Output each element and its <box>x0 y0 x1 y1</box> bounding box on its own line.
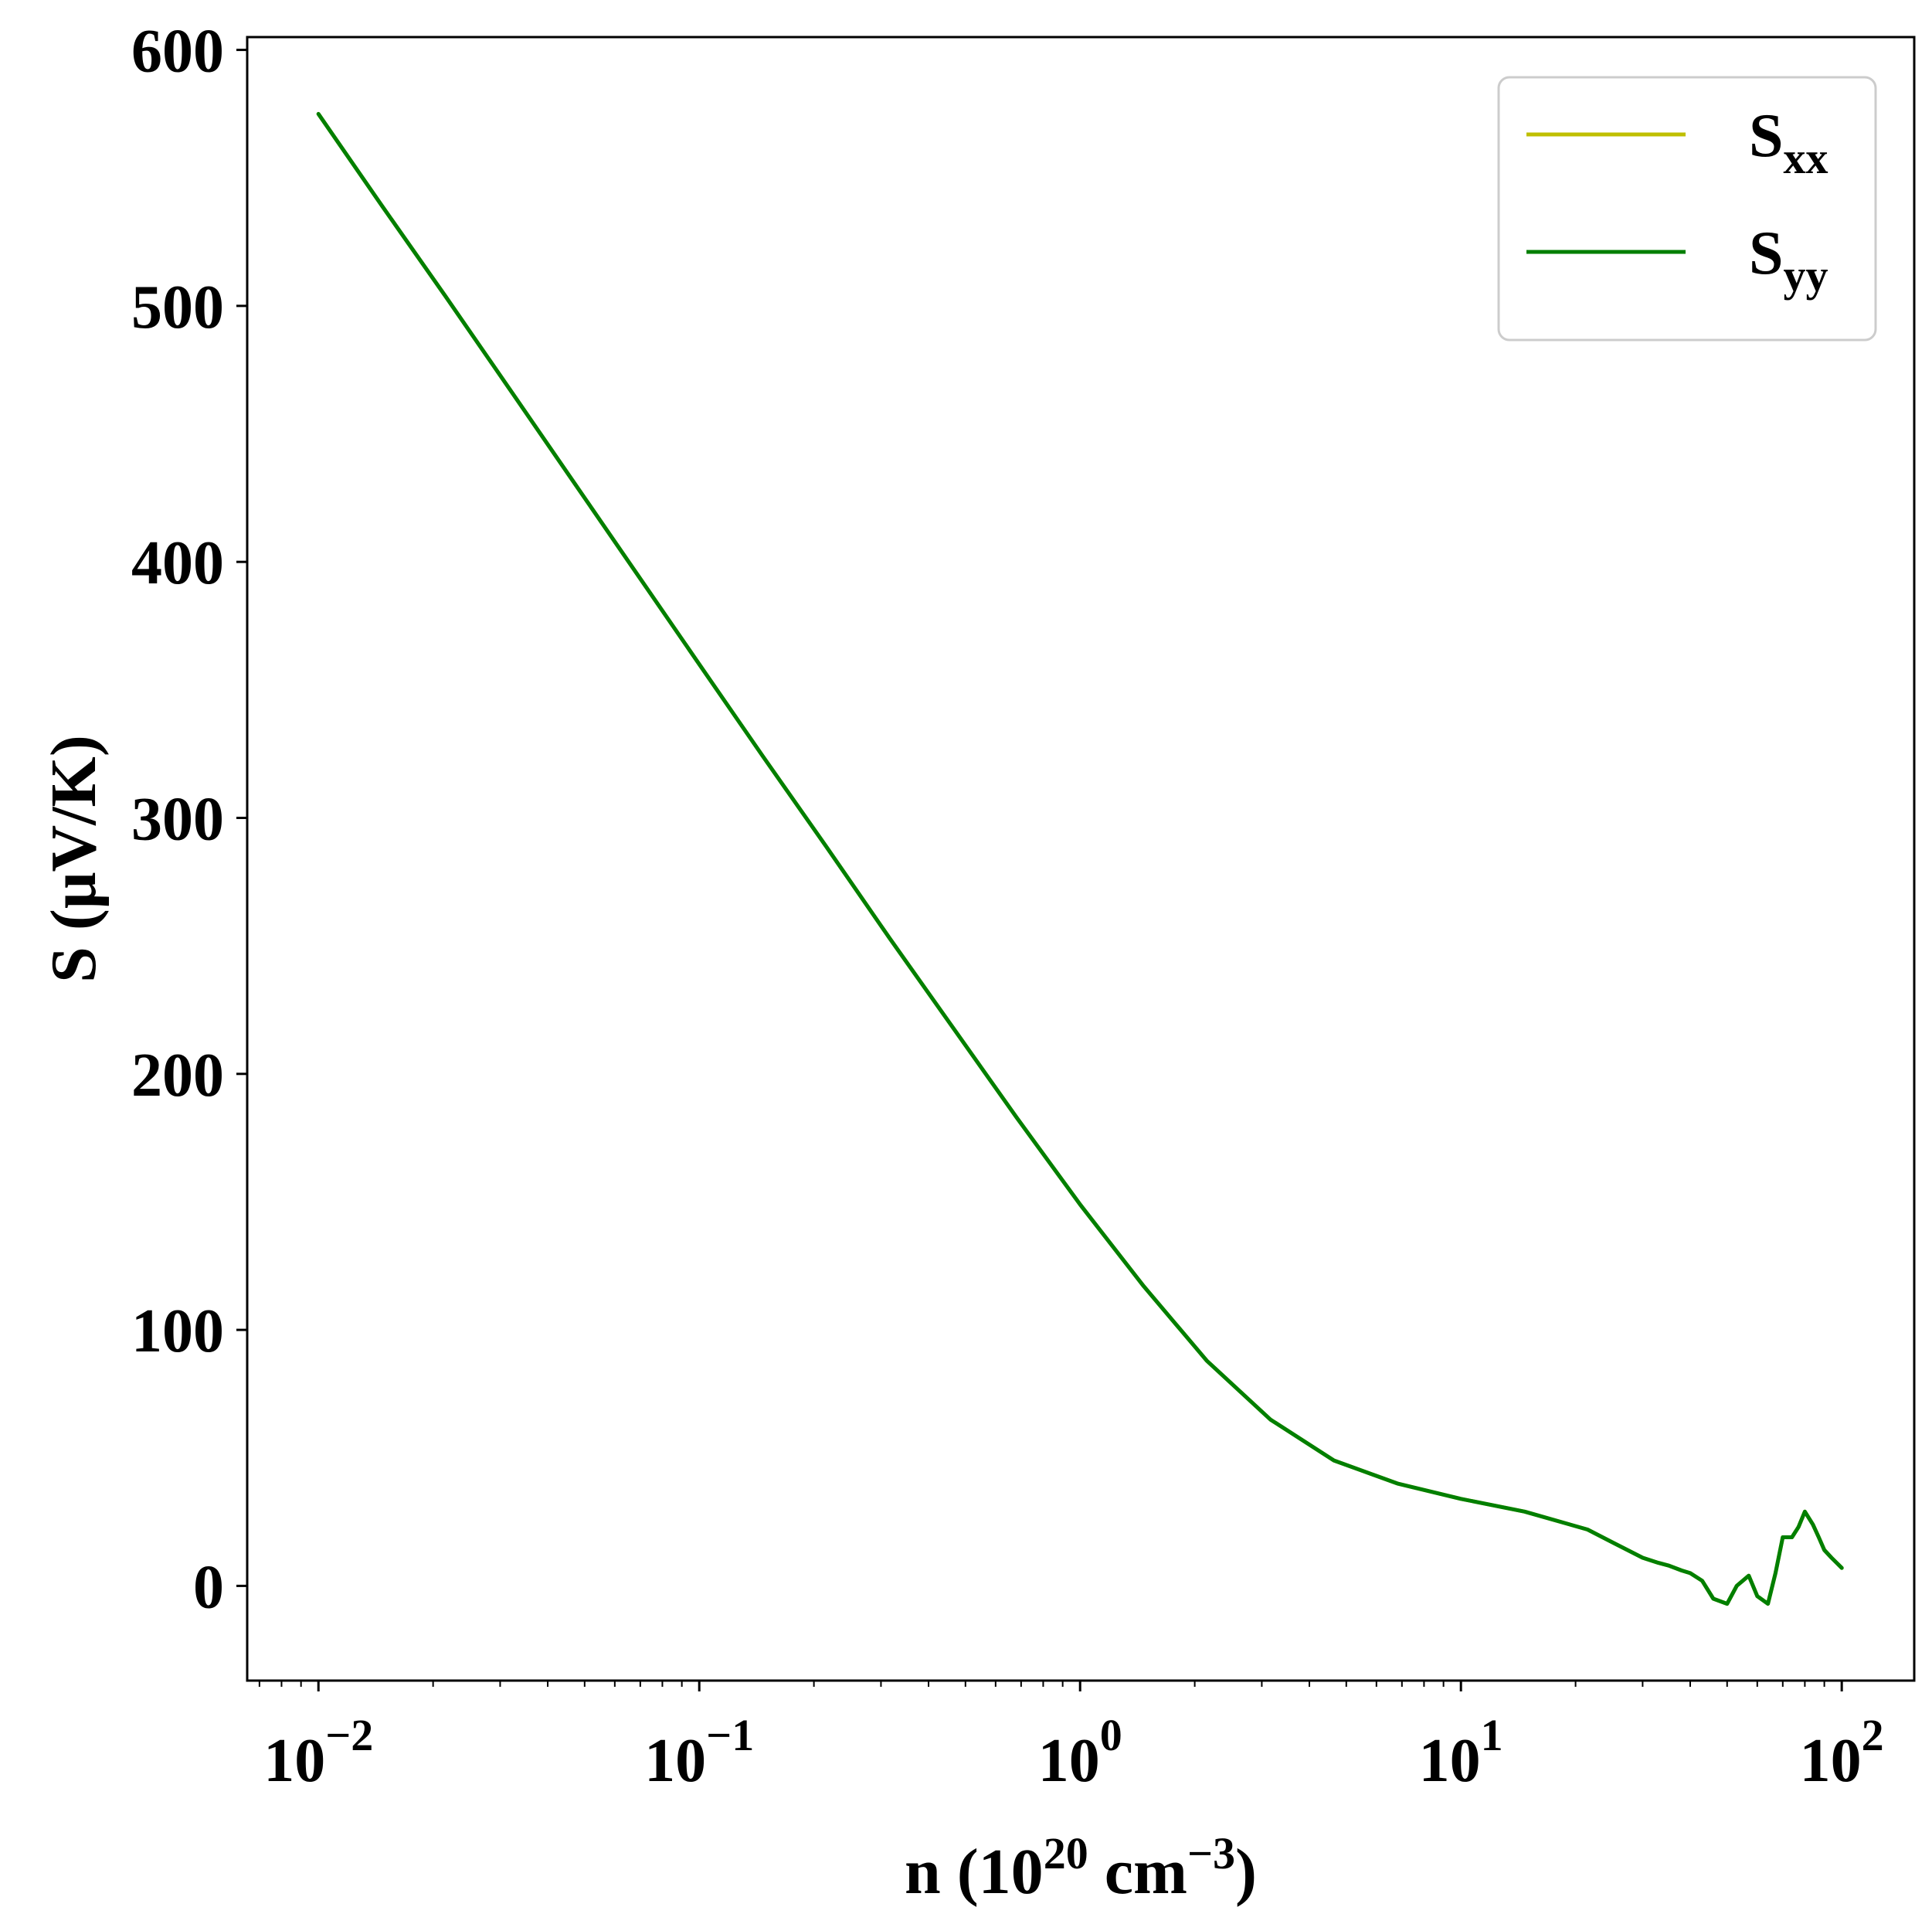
x-axis-label-suffix: ) <box>1235 1836 1257 1908</box>
x-tick-label-exponent: 2 <box>1862 1710 1884 1760</box>
legend-label-syy: Syy <box>1749 219 1828 301</box>
legend-label-syy-sub: yy <box>1784 250 1828 301</box>
legend-label-sxx-base: S <box>1749 102 1784 170</box>
y-tick-label: 500 <box>131 274 224 342</box>
y-axis-label: S (μV/K) <box>38 735 110 983</box>
legend-label-sxx-sub: xx <box>1784 133 1828 183</box>
y-tick-label: 0 <box>193 1553 224 1621</box>
x-tick-label: 101 <box>1419 1710 1503 1795</box>
x-tick-label: 10−2 <box>263 1710 373 1795</box>
series-line-syy <box>316 111 1844 1606</box>
legend: Sxx Syy <box>1497 76 1877 342</box>
x-tick-label: 10−1 <box>644 1710 754 1795</box>
x-tick-label-base: 10 <box>263 1727 325 1795</box>
y-tick-label: 400 <box>131 529 224 597</box>
x-tick-label-base: 10 <box>1038 1727 1100 1795</box>
axis-ticks <box>236 49 1843 1691</box>
x-axis-label: n (1020 cm−3) <box>905 1828 1257 1908</box>
x-tick-label-exponent: −1 <box>706 1710 754 1760</box>
legend-label-syy-base: S <box>1749 219 1784 287</box>
axes-frame <box>246 36 1916 1682</box>
plot-area <box>316 111 1844 1606</box>
x-axis-label-prefix: n (10 <box>905 1836 1044 1908</box>
x-axis-label-mid: cm <box>1088 1836 1187 1908</box>
x-tick-label-base: 10 <box>1800 1727 1862 1795</box>
x-tick-label-base: 10 <box>1419 1727 1481 1795</box>
legend-label-sxx: Sxx <box>1749 102 1828 183</box>
x-tick-label-base: 10 <box>644 1727 706 1795</box>
x-tick-label: 100 <box>1038 1710 1122 1795</box>
legend-box <box>1497 76 1877 342</box>
y-tick-label: 100 <box>131 1297 224 1365</box>
x-tick-label-exponent: 0 <box>1100 1710 1122 1760</box>
x-tick-label-exponent: 1 <box>1481 1710 1503 1760</box>
y-tick-label: 300 <box>131 785 224 853</box>
x-tick-label: 102 <box>1800 1710 1884 1795</box>
x-axis-label-sup2: −3 <box>1187 1828 1235 1878</box>
x-tick-label-exponent: −2 <box>325 1710 373 1760</box>
y-tick-label: 200 <box>131 1042 224 1110</box>
y-tick-label: 600 <box>131 18 224 86</box>
x-axis-label-sup1: 20 <box>1044 1828 1088 1878</box>
